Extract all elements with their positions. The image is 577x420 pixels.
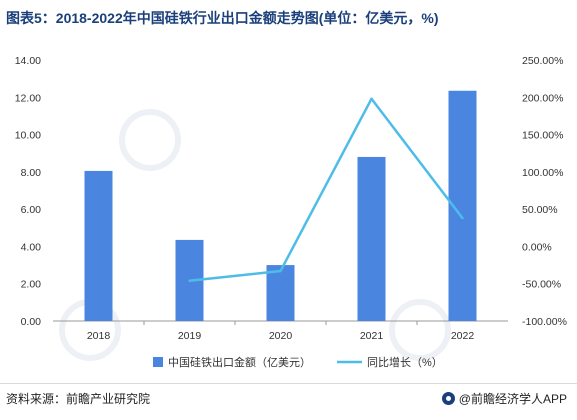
right-tick-label: 100.00%	[522, 167, 563, 179]
legend-line-label: 同比增长（%）	[367, 355, 443, 369]
combo-chart: 0.00 2.00 4.00 6.00 8.00 10.00 12.00 14.00 -100…	[15, 55, 567, 369]
line-point	[461, 216, 464, 220]
left-tick-label: 14.00	[15, 55, 41, 67]
right-tick-label: 250.00%	[522, 55, 563, 67]
footer-divider	[0, 383, 577, 384]
bar	[84, 170, 113, 321]
brand-logo-icon	[441, 392, 455, 405]
left-tick-label: 4.00	[21, 241, 42, 253]
left-tick-label: 12.00	[15, 92, 41, 104]
brand-label: @前瞻经济学人APP	[458, 392, 567, 406]
right-tick-label: 50.00%	[522, 204, 558, 216]
left-tick-label: 0.00	[21, 316, 42, 328]
right-tick-label: -100.00%	[522, 316, 567, 328]
right-tick-label: -50.00%	[522, 279, 561, 291]
legend-bar-label: 中国硅铁出口金额（亿美元）	[168, 355, 311, 369]
x-tick-label: 2021	[360, 330, 384, 342]
line-point	[279, 269, 282, 273]
legend: 中国硅铁出口金额（亿美元） 同比增长（%）	[153, 355, 443, 369]
growth-line	[189, 97, 464, 282]
axes	[53, 320, 508, 325]
legend-bar-swatch	[153, 357, 163, 367]
x-tick-label: 2018	[87, 330, 111, 342]
left-tick-label: 8.00	[21, 167, 42, 179]
line-point	[188, 279, 191, 282]
right-tick-label: 150.00%	[522, 130, 563, 142]
left-tick-label: 10.00	[15, 130, 41, 142]
brand-mark: @前瞻经济学人APP	[441, 390, 567, 407]
chart-title: 图表5：2018-2022年中国硅铁行业出口金额走势图(单位：亿美元，%)	[6, 10, 439, 26]
right-axis-ticks: -100.00% -50.00% 0.00% 50.00% 100.00% 150.00%…	[522, 55, 567, 328]
bar	[266, 265, 295, 321]
left-axis-ticks: 0.00 2.00 4.00 6.00 8.00 10.00 12.00 14.00	[15, 55, 41, 328]
left-tick-label: 2.00	[21, 279, 42, 291]
x-tick-label: 2022	[451, 330, 475, 342]
x-tick-label: 2020	[269, 330, 293, 342]
x-axis-ticks: 2018 2019 2020 2021 2022	[87, 330, 475, 342]
line-series	[188, 97, 464, 282]
bar	[357, 156, 386, 321]
left-tick-label: 6.00	[21, 204, 42, 216]
source-note: 资料来源：前瞻产业研究院	[6, 392, 151, 406]
line-point	[370, 97, 373, 100]
right-tick-label: 200.00%	[522, 92, 563, 104]
bar-series	[84, 90, 477, 321]
right-tick-label: 0.00%	[522, 241, 552, 253]
x-tick-label: 2019	[178, 330, 202, 342]
